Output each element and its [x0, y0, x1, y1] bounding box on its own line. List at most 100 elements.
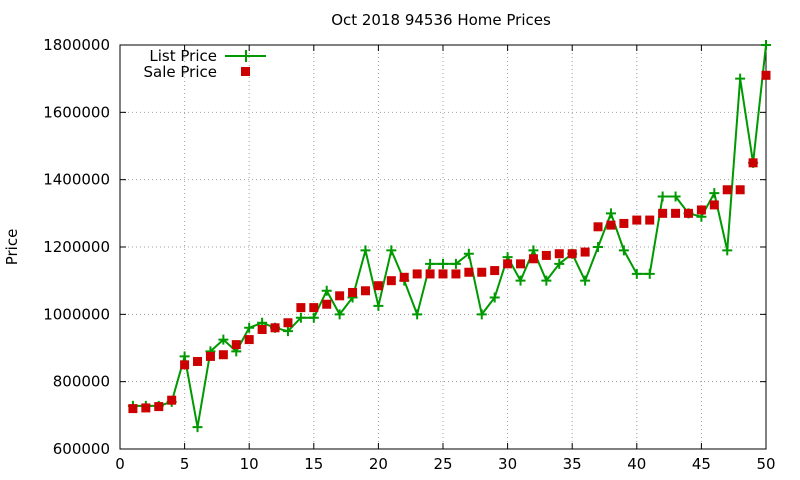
sale-price-point [193, 356, 203, 366]
sale-price-point [309, 303, 319, 313]
list-price-point [179, 351, 190, 362]
sale-price-point [658, 208, 668, 218]
list-price-point [593, 242, 604, 252]
sale-price-point [270, 323, 280, 333]
list-price-point [515, 275, 526, 286]
sale-price-point [257, 324, 267, 334]
list-price-point [528, 245, 539, 256]
x-tick-label: 15 [304, 455, 323, 473]
list-price-point [295, 312, 306, 323]
y-tick-label: 1200000 [43, 238, 110, 256]
list-price-point [761, 40, 771, 50]
sale-price-point [154, 402, 164, 412]
sale-price-point [477, 267, 487, 277]
sale-price-point [632, 215, 642, 225]
sale-price-point [399, 272, 409, 282]
list-price-point [334, 309, 345, 320]
list-price-point [373, 300, 384, 311]
list-price-point [618, 245, 629, 256]
list-price-point [644, 268, 655, 279]
legend-marker-list-price [240, 50, 252, 62]
sale-price-point [438, 269, 448, 279]
sale-price-point [580, 247, 590, 257]
y-tick-label: 1400000 [43, 171, 110, 189]
legend-marker-sale-price [241, 67, 250, 76]
list-price-point [360, 245, 371, 256]
sale-price-point [451, 269, 461, 279]
grid [120, 45, 766, 449]
sale-price-point [141, 403, 151, 413]
sale-price-point [490, 266, 500, 276]
sale-price-point [567, 249, 577, 259]
sale-price-point [683, 208, 693, 218]
sale-price-point [516, 259, 526, 269]
list-price-point [709, 188, 720, 199]
sale-price-point [709, 200, 719, 210]
list-price-point [605, 208, 616, 219]
x-tick-label: 5 [180, 455, 190, 473]
sale-price-point [748, 158, 758, 168]
sale-price-point [425, 269, 435, 279]
sale-price-point [167, 395, 177, 405]
x-tick-label: 25 [433, 455, 452, 473]
sale-price-point [735, 185, 745, 195]
sale-price-point [619, 218, 629, 228]
sale-price-point [645, 215, 655, 225]
sale-price-point [335, 291, 345, 301]
sale-price-point [231, 340, 241, 350]
list-price-point [670, 191, 681, 202]
sale-price-point [218, 350, 228, 360]
list-price-point [282, 326, 293, 337]
list-price-point [218, 334, 229, 345]
sale-price-point [722, 185, 732, 195]
x-tick-label: 10 [240, 455, 259, 473]
list-price-point [438, 258, 448, 269]
list-price-point [541, 275, 552, 286]
list-price-point [463, 248, 474, 259]
list-price-point [412, 309, 423, 320]
legend-label-list-price: List Price [149, 47, 217, 65]
list-price-point [476, 309, 487, 320]
sale-price-point [541, 250, 551, 260]
sale-price-point [296, 303, 306, 313]
list-price-point [425, 258, 436, 269]
sale-price-point [671, 208, 681, 218]
list-price-point [631, 268, 642, 279]
list-price-point [735, 73, 746, 84]
sale-price-point [360, 286, 370, 296]
y-tick-label: 1000000 [43, 305, 110, 323]
x-tick-label: 30 [498, 455, 517, 473]
x-tick-label: 35 [563, 455, 582, 473]
sale-price-point [464, 267, 474, 277]
sale-price-point [412, 269, 422, 279]
sale-price-point [761, 70, 771, 80]
sale-price-point [180, 360, 190, 370]
y-tick-label: 1600000 [43, 103, 110, 121]
sale-price-point [606, 220, 616, 230]
sale-price-point [528, 254, 538, 264]
sale-price-point [593, 222, 603, 232]
axis-ticks: 0 5 10 15 20 25 30 35 40 45 50 600000 800000 1000000 1… [43, 36, 775, 473]
series-list-price [127, 40, 771, 433]
series [127, 40, 771, 433]
list-price-point [554, 258, 565, 269]
list-price-point [321, 285, 332, 296]
legend-label-sale-price: Sale Price [144, 63, 217, 81]
y-tick-label: 800000 [53, 373, 110, 391]
list-price-point [192, 422, 203, 433]
legend: List Price Sale Price [144, 47, 266, 81]
sale-price-point [283, 318, 293, 328]
list-price-line [132, 44, 767, 429]
list-price-point [657, 191, 668, 202]
sale-price-point [205, 351, 215, 361]
x-tick-label: 40 [627, 455, 646, 473]
list-price-point [489, 292, 500, 303]
list-price-point [386, 245, 397, 256]
series-sale-price [128, 70, 771, 414]
sale-price-point [322, 299, 332, 309]
x-tick-label: 50 [756, 455, 775, 473]
sale-price-point [244, 335, 254, 345]
x-tick-label: 0 [115, 455, 125, 473]
